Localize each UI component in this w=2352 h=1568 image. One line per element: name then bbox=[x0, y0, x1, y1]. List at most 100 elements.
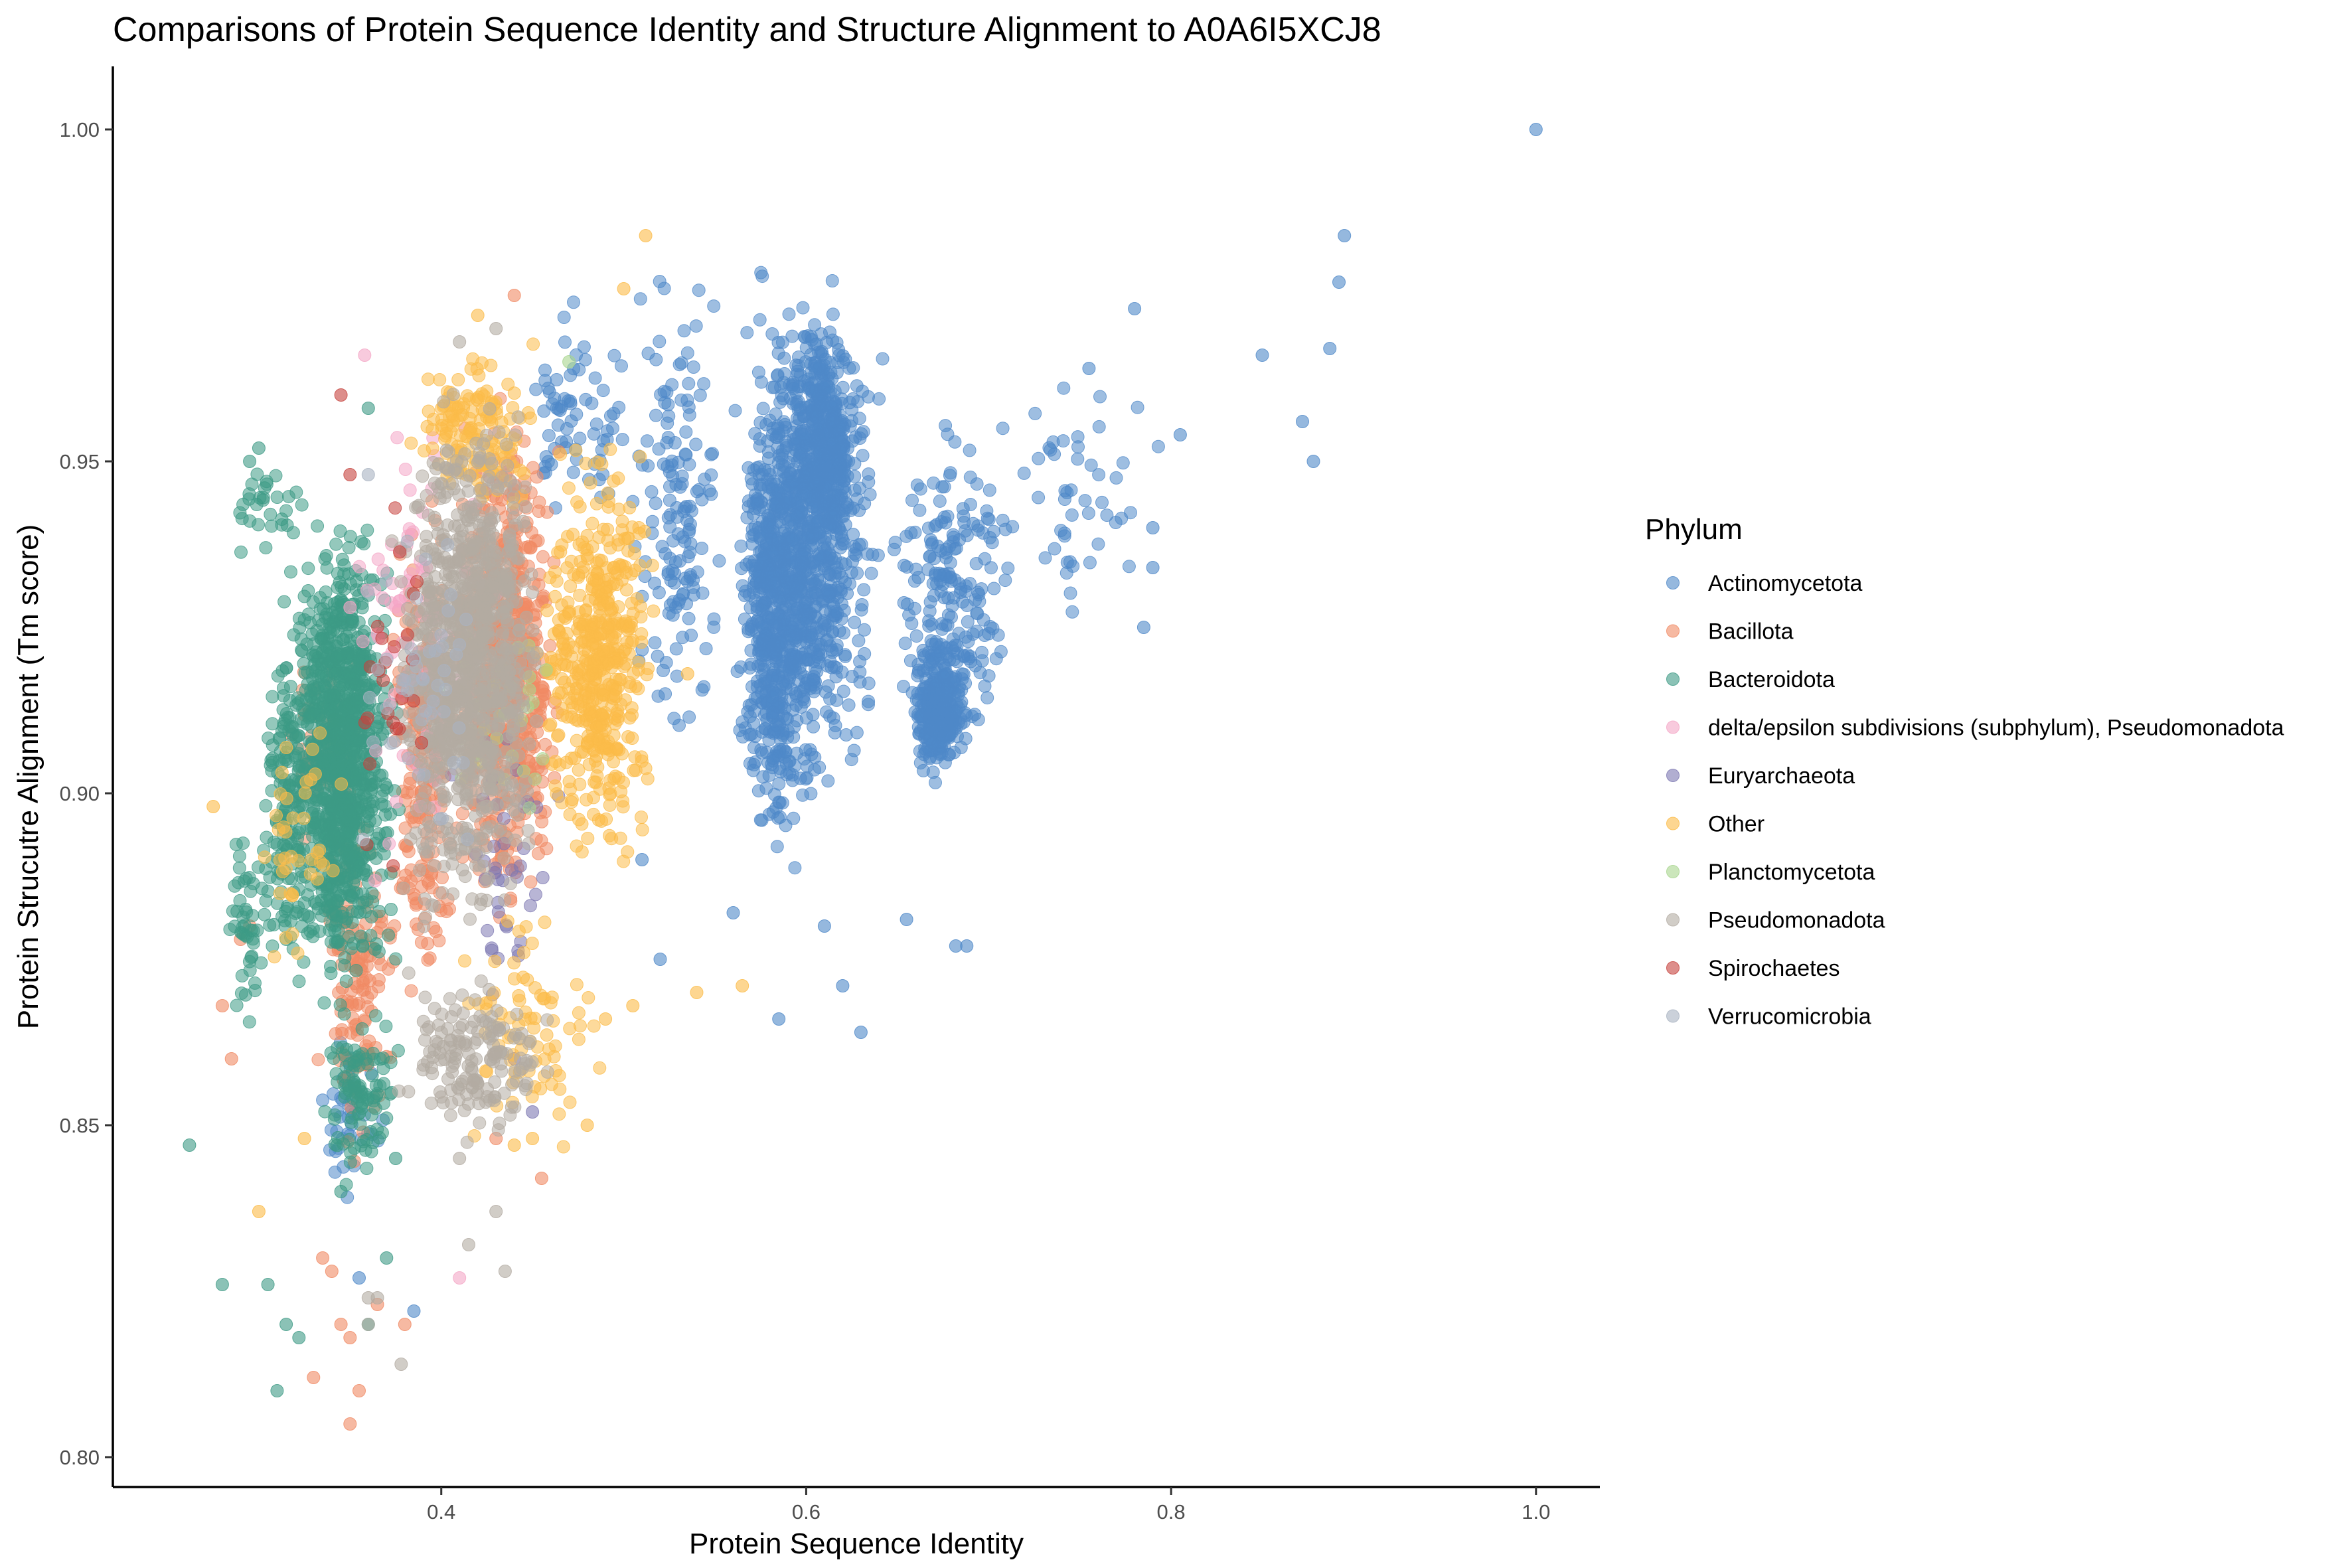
data-point bbox=[842, 698, 856, 712]
data-point bbox=[366, 1136, 380, 1149]
data-point bbox=[960, 939, 974, 953]
data-point bbox=[935, 480, 949, 494]
data-point bbox=[956, 502, 970, 516]
data-point bbox=[649, 408, 663, 422]
data-point bbox=[243, 514, 257, 528]
data-point bbox=[811, 514, 824, 528]
data-point bbox=[1001, 562, 1015, 575]
data-point bbox=[728, 404, 742, 418]
data-point bbox=[840, 469, 854, 483]
data-point bbox=[364, 910, 378, 924]
data-point bbox=[345, 718, 359, 732]
data-point bbox=[771, 369, 784, 383]
data-point bbox=[653, 275, 666, 288]
data-point bbox=[1063, 586, 1077, 600]
data-point bbox=[796, 301, 810, 315]
data-point bbox=[356, 778, 370, 791]
data-point bbox=[329, 717, 343, 730]
data-point bbox=[229, 838, 243, 851]
data-point bbox=[785, 520, 799, 534]
data-point bbox=[824, 365, 838, 379]
data-point bbox=[271, 669, 285, 683]
data-point bbox=[543, 639, 557, 653]
data-point bbox=[348, 871, 361, 885]
data-point bbox=[761, 451, 775, 465]
data-point bbox=[800, 759, 814, 773]
data-point bbox=[913, 482, 927, 496]
data-point bbox=[813, 526, 826, 540]
data-point bbox=[682, 408, 696, 422]
data-point bbox=[535, 680, 549, 694]
data-point bbox=[388, 784, 402, 798]
data-point bbox=[903, 654, 917, 668]
data-point bbox=[746, 507, 760, 521]
data-point bbox=[607, 406, 621, 420]
data-point bbox=[566, 465, 580, 479]
data-point bbox=[361, 402, 375, 415]
data-point bbox=[347, 1141, 361, 1155]
data-point bbox=[994, 645, 1008, 659]
data-point bbox=[849, 548, 863, 562]
data-point bbox=[801, 531, 815, 545]
data-point bbox=[980, 691, 994, 705]
data-point bbox=[901, 597, 914, 611]
data-point bbox=[183, 1138, 196, 1152]
data-point bbox=[535, 815, 549, 828]
data-point bbox=[248, 976, 262, 990]
data-point bbox=[292, 975, 306, 988]
data-point bbox=[828, 551, 842, 565]
data-point bbox=[682, 376, 696, 390]
data-point bbox=[529, 382, 543, 396]
data-point bbox=[817, 461, 830, 475]
data-point bbox=[941, 509, 955, 523]
data-point bbox=[767, 569, 781, 583]
data-point bbox=[856, 384, 870, 398]
data-point bbox=[830, 528, 844, 542]
data-point bbox=[1146, 561, 1160, 574]
data-point bbox=[803, 490, 817, 504]
data-point bbox=[323, 689, 337, 702]
data-point bbox=[329, 537, 343, 551]
data-point bbox=[765, 706, 779, 720]
data-point bbox=[234, 545, 248, 559]
data-point bbox=[826, 414, 840, 428]
data-point bbox=[823, 325, 836, 339]
data-point bbox=[657, 457, 670, 471]
data-point bbox=[897, 680, 910, 694]
data-point bbox=[798, 428, 811, 441]
data-point bbox=[766, 751, 780, 765]
data-point bbox=[779, 711, 793, 725]
data-point bbox=[544, 457, 558, 471]
data-point bbox=[333, 998, 347, 1012]
data-point bbox=[1082, 362, 1096, 375]
data-point bbox=[354, 1089, 368, 1103]
data-point bbox=[589, 417, 603, 431]
data-point bbox=[635, 853, 649, 866]
data-point bbox=[1071, 440, 1085, 454]
data-point bbox=[692, 283, 706, 297]
data-point bbox=[655, 540, 669, 554]
data-point bbox=[826, 307, 840, 321]
data-point bbox=[712, 554, 726, 568]
data-point bbox=[507, 289, 521, 302]
data-point bbox=[765, 380, 779, 394]
data-point bbox=[357, 537, 371, 551]
data-point bbox=[376, 1061, 390, 1075]
data-point bbox=[242, 1015, 256, 1029]
data-point bbox=[1116, 456, 1130, 470]
data-point bbox=[339, 975, 353, 988]
data-point bbox=[858, 647, 872, 661]
data-point bbox=[324, 967, 338, 980]
data-point bbox=[319, 810, 333, 823]
data-point bbox=[380, 1251, 394, 1265]
data-point bbox=[324, 834, 338, 848]
data-point bbox=[799, 400, 813, 414]
data-point bbox=[927, 552, 941, 566]
data-point bbox=[951, 646, 965, 660]
data-point bbox=[770, 840, 784, 854]
data-point bbox=[370, 937, 384, 951]
data-point bbox=[666, 534, 680, 548]
data-point bbox=[939, 419, 953, 433]
data-point bbox=[532, 495, 546, 509]
